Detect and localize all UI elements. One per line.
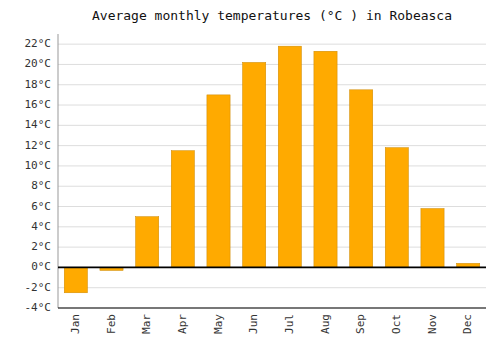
grid-line	[58, 125, 486, 126]
bar	[171, 151, 194, 268]
bar	[421, 209, 444, 268]
bar	[207, 95, 230, 268]
grid-line	[58, 308, 486, 309]
grid-line	[58, 165, 486, 166]
x-tick-label: Oct	[390, 314, 403, 334]
y-axis: -4°C -2°C 0°C 2°C 4°C 6°C 8°C 10°C 12°C 14°C 16°C 1…	[25, 34, 59, 314]
y-tick-label: 16°C	[25, 98, 52, 111]
bar	[314, 51, 337, 267]
bars	[64, 46, 480, 293]
x-tick-label: Apr	[176, 314, 189, 334]
x-axis: Jan Feb Mar Apr May Jun Jul Aug Sep Oct Nov Dec	[69, 314, 474, 334]
grid-line	[58, 105, 486, 106]
grid-line	[58, 44, 486, 45]
y-tick-label: 8°C	[31, 179, 51, 192]
y-tick-label: 4°C	[31, 220, 51, 233]
y-tick-label: 6°C	[31, 200, 51, 213]
x-tick-label: Nov	[426, 314, 439, 334]
x-tick-label: Aug	[319, 314, 332, 334]
grid-line	[58, 145, 486, 146]
x-tick-label: Sep	[354, 314, 367, 334]
y-tick-label: 0°C	[31, 260, 51, 273]
x-tick-label: Jan	[69, 314, 82, 334]
chart-container: -4°C -2°C 0°C 2°C 4°C 6°C 8°C 10°C 12°C 14°C 16°C 1…	[0, 0, 500, 350]
grid-line	[58, 287, 486, 288]
x-axis-line	[58, 308, 486, 309]
y-tick-label: -2°C	[25, 281, 52, 294]
grid-line	[58, 186, 486, 187]
grid-line	[58, 267, 486, 268]
bar	[278, 46, 301, 267]
bar	[136, 217, 159, 268]
x-tick-label: Dec	[461, 314, 474, 334]
bar	[64, 267, 87, 292]
bar	[243, 62, 266, 267]
y-tick-label: 20°C	[25, 57, 52, 70]
y-tick-label: 10°C	[25, 159, 52, 172]
bar	[350, 90, 373, 268]
grid-line	[58, 84, 486, 85]
x-tick-label: Mar	[140, 314, 153, 334]
y-tick-label: 12°C	[25, 139, 52, 152]
y-tick-label: 2°C	[31, 240, 51, 253]
y-tick-label: -4°C	[25, 301, 52, 314]
grid-line	[58, 64, 486, 65]
y-tick-label: 22°C	[25, 37, 52, 50]
title: Average monthly temperatures (°C ) in Ro…	[92, 8, 452, 23]
x-tick-label: May	[212, 314, 225, 334]
grid-line	[58, 206, 486, 207]
y-tick-label: 14°C	[25, 118, 52, 131]
x-tick-label: Feb	[105, 314, 118, 334]
bar	[385, 148, 408, 268]
y-tick-label: 18°C	[25, 78, 52, 91]
zero-line	[58, 267, 486, 269]
x-tick-label: Jun	[247, 314, 260, 334]
x-tick-label: Jul	[283, 314, 296, 334]
grid	[58, 44, 486, 308]
chart: -4°C -2°C 0°C 2°C 4°C 6°C 8°C 10°C 12°C 14°C 16°C 1…	[0, 0, 500, 350]
